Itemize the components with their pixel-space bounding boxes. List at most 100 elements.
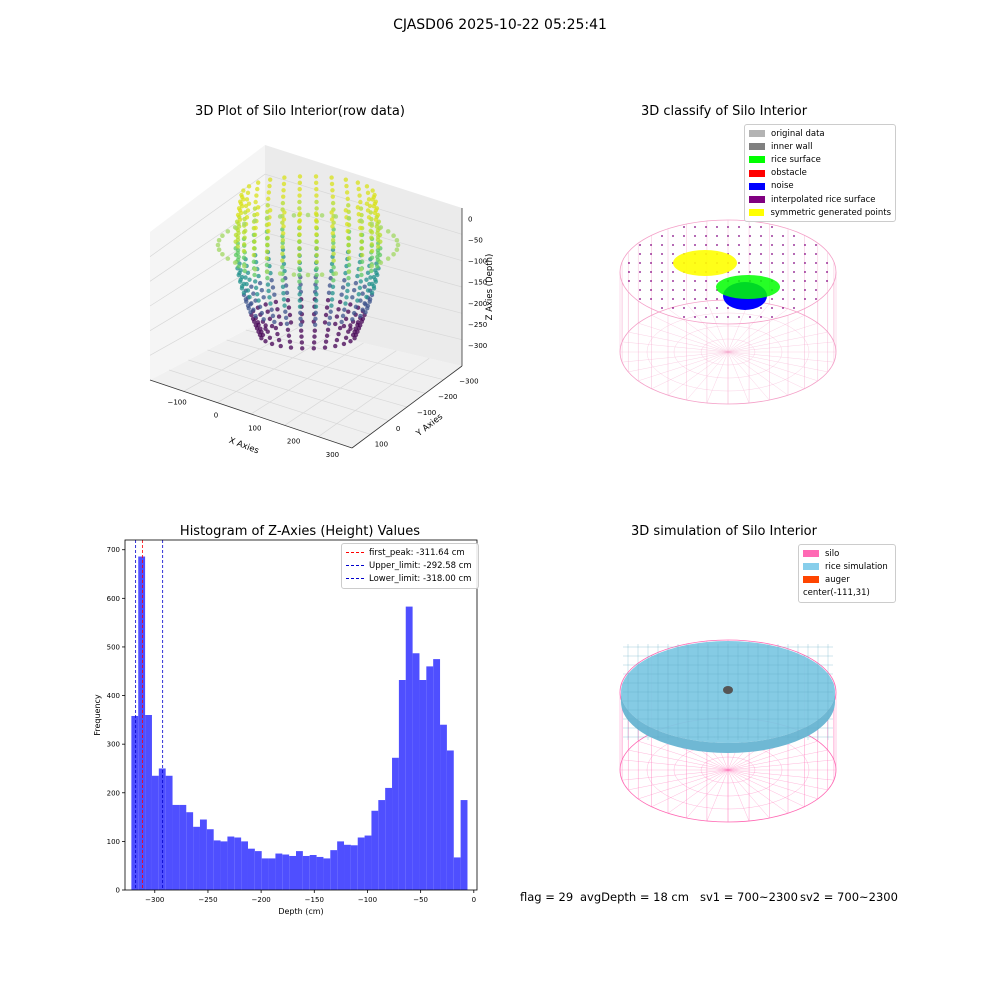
raw-point	[353, 304, 359, 310]
raw-point	[297, 199, 302, 205]
raw-point	[275, 331, 280, 337]
histogram-bar	[446, 750, 454, 890]
raw-point	[265, 242, 270, 248]
panel2-3d-plot: −600−400−20002004006004002000−200−400−60…	[619, 219, 837, 405]
raw-point	[368, 228, 373, 234]
raw-point	[356, 292, 361, 297]
interpolated-point	[749, 262, 751, 264]
raw-point	[297, 279, 302, 284]
raw-point	[331, 265, 336, 270]
back-left-pane	[150, 145, 265, 380]
raw-point	[277, 214, 283, 219]
floor-pane	[150, 320, 462, 448]
interpolated-point	[771, 307, 773, 309]
raw-point	[369, 268, 374, 274]
raw-point	[241, 290, 247, 295]
interpolated-point	[694, 307, 696, 309]
raw-point	[297, 232, 302, 237]
raw-point	[252, 218, 258, 224]
raw-point	[358, 279, 363, 284]
z-tick-label: 0	[468, 216, 472, 224]
raw-point	[264, 256, 270, 261]
silo-rim	[619, 219, 837, 325]
rice-simulation-side	[621, 692, 835, 753]
raw-point	[297, 206, 302, 211]
raw-point	[339, 319, 344, 325]
x-tick-label: −100	[167, 398, 186, 406]
raw-point	[330, 194, 336, 199]
raw-point	[312, 322, 318, 327]
histogram-bar	[419, 680, 427, 890]
raw-point	[357, 193, 362, 198]
raw-point	[297, 218, 303, 223]
raw-point	[314, 252, 319, 258]
histogram-bar	[357, 837, 365, 890]
raw-point	[348, 323, 353, 328]
y-axis-line	[351, 365, 463, 449]
raw-point	[249, 284, 254, 289]
raw-point	[343, 301, 348, 306]
raw-point	[370, 197, 375, 202]
raw-point	[313, 310, 318, 315]
interpolated-point	[650, 244, 652, 246]
raw-point	[314, 292, 319, 297]
interpolated-point	[749, 271, 751, 273]
raw-point	[346, 309, 351, 314]
legend-item: original data	[749, 127, 891, 140]
interpolated-point	[815, 271, 817, 273]
raw-point	[340, 313, 346, 319]
raw-point	[297, 285, 302, 291]
raw-point	[282, 303, 287, 308]
raw-point	[364, 201, 370, 206]
legend-item: rice simulation	[803, 560, 891, 573]
z-tick-label: −50	[468, 237, 483, 245]
raw-point	[280, 284, 286, 289]
raw-point	[269, 278, 274, 283]
histogram-bar	[220, 841, 228, 890]
raw-point	[280, 244, 285, 250]
raw-point	[297, 266, 302, 271]
histogram-bar	[131, 715, 139, 890]
histogram-bar	[316, 856, 324, 890]
histogram-bar	[138, 556, 146, 890]
raw-point	[277, 271, 283, 276]
interpolated-point	[639, 244, 641, 246]
raw-point	[276, 314, 282, 319]
histogram-bar	[302, 855, 310, 890]
interpolated-point	[628, 271, 630, 273]
histogram-bar	[385, 787, 393, 890]
raw-point	[369, 248, 375, 254]
legend-item: rice surface	[749, 153, 891, 166]
raw-point	[359, 252, 365, 258]
interpolated-point	[672, 271, 674, 273]
legend-line	[346, 565, 364, 567]
interpolated-point	[661, 280, 663, 282]
interpolated-point	[782, 262, 784, 264]
raw-point	[253, 313, 258, 319]
raw-point	[235, 257, 241, 263]
raw-point	[329, 181, 335, 187]
histogram-bar	[460, 800, 468, 890]
raw-point	[236, 230, 241, 236]
raw-point	[255, 180, 261, 185]
raw-point	[300, 346, 305, 351]
raw-point	[255, 212, 260, 217]
raw-point	[314, 232, 319, 237]
interpolated-point	[672, 307, 674, 309]
histogram-title: Histogram of Z-Axies (Height) Values	[179, 524, 421, 539]
histogram-bar	[344, 844, 351, 890]
histogram-bar	[426, 666, 434, 890]
raw-point	[267, 335, 273, 340]
interpolated-point	[738, 316, 740, 318]
center-marker	[723, 686, 733, 694]
raw-point	[261, 295, 266, 300]
interpolated-point	[826, 262, 828, 264]
raw-point	[260, 332, 266, 338]
x-axis-label: Depth (cm)	[278, 907, 323, 916]
interpolated-point	[771, 316, 773, 318]
legend-line	[346, 578, 364, 580]
x-tick-label: −150	[305, 896, 324, 904]
raw-point	[244, 281, 249, 287]
raw-point	[264, 269, 270, 275]
raw-point	[346, 275, 351, 281]
